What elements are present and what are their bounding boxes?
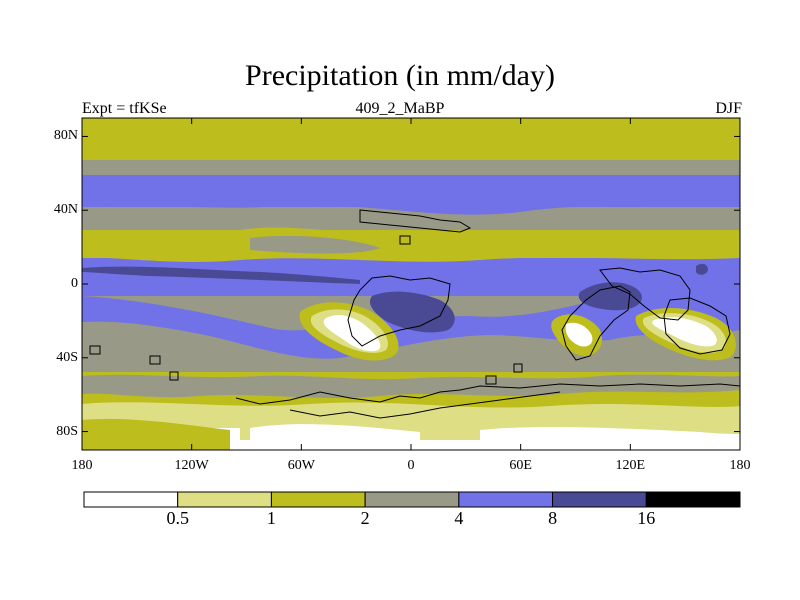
- pacific-wet-spot: [696, 263, 708, 275]
- antarctic-white-core: [480, 426, 740, 450]
- colorbar-swatch: [552, 491, 647, 508]
- precipitation-field: [82, 118, 740, 450]
- samerica-coast: [347, 275, 451, 347]
- samerica-dry-core: [323, 315, 381, 352]
- colorbar-swatch: [645, 491, 741, 508]
- small-island-2: [149, 355, 161, 365]
- lon-label: 180: [729, 458, 751, 473]
- axis-ticks: [81, 118, 741, 450]
- colorbar-swatch: [177, 491, 272, 508]
- africa-coast: [561, 285, 631, 361]
- lon-label: 0: [407, 458, 415, 473]
- safrica-dry-core: [565, 322, 593, 347]
- colorbar-level-label: 1: [266, 508, 276, 528]
- antarctic-interior: [289, 391, 561, 419]
- colorbar-swatch: [270, 491, 366, 508]
- plot-title: Precipitation (in mm/day): [245, 59, 555, 92]
- colorbar-swatch: [458, 491, 554, 508]
- north-dry-patch: [82, 227, 740, 262]
- australia-coast: [663, 297, 731, 355]
- lat-label: 80S: [56, 423, 78, 439]
- colorbar-level-label: 16: [637, 508, 656, 528]
- small-island-3: [169, 371, 179, 381]
- colorbar-swatch: [83, 491, 179, 508]
- antarctica-coast: [235, 383, 740, 405]
- colorbar-swatch: [364, 491, 460, 508]
- storm-track-wave: [82, 176, 740, 215]
- coastlines: [89, 209, 740, 419]
- south-light-band: [82, 402, 740, 424]
- small-island-1: [89, 345, 101, 355]
- north-america-coast: [359, 209, 472, 233]
- colorbar-level-label: 8: [548, 508, 558, 528]
- lat-label: 40N: [53, 202, 78, 218]
- small-island-5: [513, 363, 523, 373]
- lat-label: 80N: [53, 128, 78, 144]
- band-itcz: [82, 258, 740, 298]
- eurasia-coast: [599, 267, 691, 321]
- experiment-label: Expt = tfKSe: [82, 100, 167, 117]
- colorbar-level-label: 4: [454, 508, 464, 528]
- colorbar: [83, 491, 741, 508]
- south-olive-ring: [82, 418, 230, 450]
- lon-label: 180: [71, 458, 93, 473]
- greenland-coast: [399, 235, 411, 245]
- period-label: 409_2_MaBP: [355, 100, 445, 117]
- lon-label: 120W: [174, 458, 209, 473]
- lon-label: 120E: [615, 458, 646, 473]
- south-gray-blob: [82, 374, 740, 398]
- lat-label: 40S: [56, 349, 78, 365]
- aus-dry-core: [652, 317, 717, 347]
- colorbar-level-label: 2: [360, 508, 370, 528]
- colorbar-level-label: 0.5: [166, 508, 189, 528]
- arctic-wave: [82, 141, 740, 160]
- itcz-dark-streak: [82, 266, 360, 284]
- season-label: DJF: [715, 100, 742, 117]
- africa-wet-max: [369, 291, 455, 333]
- north-gray-islands: [250, 235, 380, 254]
- antarctic-white-left: [250, 424, 420, 440]
- lon-label: 60E: [509, 458, 532, 473]
- lon-label: 60W: [287, 458, 315, 473]
- lat-label: 0: [71, 276, 78, 291]
- small-island-4: [485, 375, 497, 385]
